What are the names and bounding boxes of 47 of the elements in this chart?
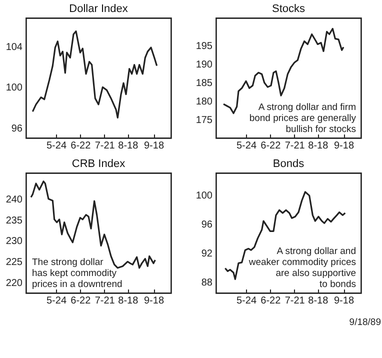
x-tick-label: 9-18 <box>334 140 354 152</box>
x-tick-label: 9-18 <box>144 140 164 152</box>
y-tick-label: 225 <box>6 257 23 268</box>
text: 9/18/89 <box>349 317 381 328</box>
annotation: A strong dollar and weaker commodity prices are also supportive to bonds <box>248 246 356 290</box>
x-tick-label: 6-22 <box>70 296 92 306</box>
x-tick-label: 8-18 <box>118 140 139 152</box>
x-tick-label: 8-18 <box>308 140 329 152</box>
y-tick-label: 100 <box>6 82 23 94</box>
x-tick-label: 6-22 <box>70 140 92 152</box>
y-tick-label: 240 <box>6 194 23 206</box>
y-tick-label: 96 <box>11 123 23 134</box>
x-tick-label: 8-18 <box>118 296 139 306</box>
line-series <box>30 180 156 269</box>
annotation: A strong dollar and firm bond prices are generally bullish for stocks <box>249 102 356 135</box>
y-tick-label: 190 <box>196 60 213 71</box>
x-tick-label: 7-21 <box>94 140 116 152</box>
chart-title: Bonds <box>272 158 305 170</box>
chart-title: CRB Index <box>72 158 126 170</box>
y-tick-label: 180 <box>196 96 213 108</box>
x-tick-label: 7-21 <box>94 296 116 306</box>
y-tick-label: 96 <box>201 219 213 230</box>
y-tick-label: 175 <box>196 115 213 126</box>
x-tick-label: 5-24 <box>46 140 67 152</box>
y-tick-label: 185 <box>196 78 213 90</box>
x-tick-label: 5-24 <box>46 296 67 306</box>
y-tick-label: 195 <box>196 41 213 52</box>
y-tick-label: 100 <box>196 190 213 202</box>
chart-title: Stocks <box>272 3 306 15</box>
line-series <box>32 30 158 118</box>
y-tick-label: 235 <box>6 215 23 226</box>
y-tick-label: 104 <box>6 42 23 53</box>
y-tick-label: 230 <box>6 236 23 248</box>
x-tick-label: 9-18 <box>334 296 354 306</box>
y-tick-label: 92 <box>201 248 213 260</box>
chart-title: Dollar Index <box>69 3 128 15</box>
x-tick-label: 6-22 <box>260 296 282 306</box>
x-tick-label: 9-18 <box>144 296 164 306</box>
x-tick-label: 5-24 <box>236 296 257 306</box>
x-tick-label: 8-18 <box>308 296 329 306</box>
y-tick-label: 220 <box>6 278 23 290</box>
x-tick-label: 6-22 <box>260 140 282 152</box>
x-tick-label: 7-21 <box>284 140 306 152</box>
y-tick-label: 88 <box>201 278 213 289</box>
x-tick-label: 7-21 <box>284 296 306 306</box>
annotation: The strong dollar has kept commodity prices in a downtrend <box>32 257 122 290</box>
x-tick-label: 5-24 <box>236 140 257 152</box>
